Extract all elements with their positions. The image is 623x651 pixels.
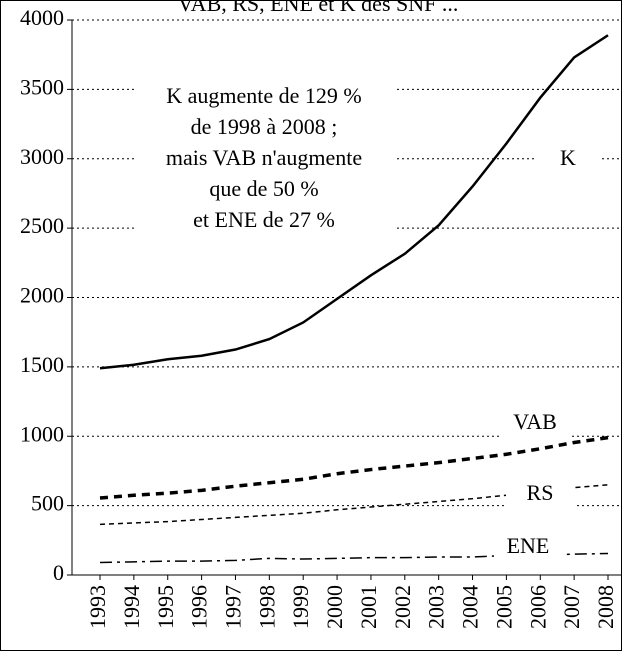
series-label-bg	[534, 146, 602, 174]
x-tick-label: 1998	[254, 585, 279, 629]
x-tick-label: 2006	[525, 585, 550, 629]
annotation-bg	[134, 78, 396, 240]
y-tick-label: 1500	[20, 352, 64, 377]
x-tick-label: 2002	[390, 585, 415, 629]
x-tick-label: 2003	[424, 585, 449, 629]
x-tick-label: 2000	[322, 585, 347, 629]
x-tick-label: 2005	[491, 585, 516, 629]
series-label: VAB	[513, 409, 557, 434]
series-label: RS	[527, 480, 554, 505]
x-tick-label: 2007	[559, 585, 584, 629]
y-tick-label: 500	[31, 491, 64, 516]
annotation: de 1998 à 2008 ;	[191, 114, 338, 139]
x-tick-label: 1999	[288, 585, 313, 629]
y-tick-label: 1000	[20, 421, 64, 446]
x-tick-label: 1996	[187, 585, 212, 629]
y-tick-label: 0	[53, 560, 64, 585]
y-tick-label: 4000	[20, 5, 64, 30]
series-line	[99, 34, 609, 370]
series-line	[99, 435, 609, 500]
annotation: mais VAB n'augmente	[166, 145, 362, 170]
y-tick-label: 2500	[20, 213, 64, 238]
series-label: K	[560, 145, 576, 170]
x-tick-label: 2004	[458, 585, 483, 629]
series-label-bg	[501, 410, 569, 438]
x-tick-label: 1993	[85, 585, 110, 629]
series-line	[99, 552, 609, 564]
annotation: K augmente de 129 %	[166, 83, 362, 108]
chart-title: VAB, RS, ENE et K des SNF ...	[178, 0, 459, 16]
x-tick-label: 1997	[221, 585, 246, 629]
series-label: ENE	[507, 533, 550, 558]
x-tick-label: 2008	[593, 585, 618, 629]
series-label-bg	[494, 534, 562, 562]
x-tick-label: 2001	[356, 585, 381, 629]
x-tick-label: 1995	[153, 585, 178, 629]
y-tick-label: 3500	[20, 74, 64, 99]
y-tick-label: 2000	[20, 283, 64, 308]
series-label-bg	[506, 481, 574, 509]
annotation: que de 50 %	[209, 176, 318, 201]
annotation: et ENE de 27 %	[193, 207, 335, 232]
y-tick-label: 3000	[20, 144, 64, 169]
x-tick-label: 1994	[119, 585, 144, 629]
